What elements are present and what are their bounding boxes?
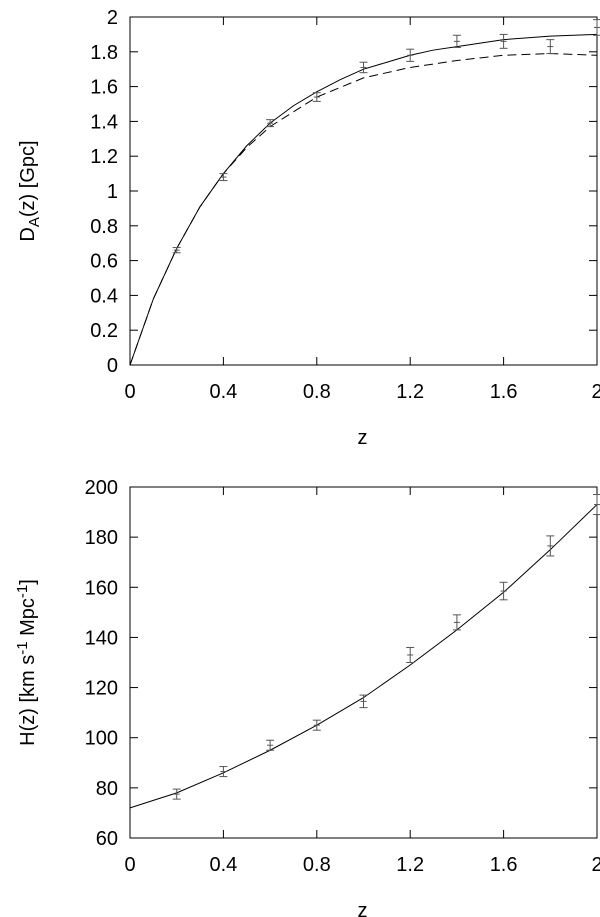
x-tick-label: 0 [124, 381, 135, 403]
data-point [172, 788, 181, 800]
y-tick-label: 60 [96, 828, 118, 850]
y-axis-label-part: Mpc [17, 598, 39, 641]
data-point [266, 119, 275, 128]
y-tick-label: 200 [85, 477, 118, 499]
data-point [593, 494, 600, 516]
model-curve [129, 504, 598, 809]
y-tick-label: 1.2 [90, 146, 118, 168]
y-tick-label: 0 [107, 355, 118, 377]
data-point [312, 719, 321, 731]
x-axis-label: z [358, 427, 368, 449]
y-tick-label: 1.6 [90, 77, 118, 99]
y-tick-label: 1.4 [90, 111, 118, 133]
x-tick-label: 1.6 [490, 381, 518, 403]
x-tick-label: 0.4 [209, 854, 237, 876]
data-point [219, 766, 228, 778]
y-tick-label: 140 [85, 627, 118, 649]
x-tick-label: 0.4 [209, 381, 237, 403]
x-tick-label: 1.2 [396, 381, 424, 403]
data-point [219, 173, 228, 182]
y-axis-label-part: (z) [Gpc] [17, 140, 39, 217]
data-point [359, 61, 368, 74]
x-tick-label: 0.8 [303, 381, 331, 403]
data-point [499, 581, 508, 601]
y-tick-label: 0.8 [90, 216, 118, 238]
data-point [406, 48, 415, 62]
y-tick-label: 0.6 [90, 251, 118, 273]
y-axis-label-part: A [26, 217, 43, 227]
x-tick-label: 0 [124, 854, 135, 876]
data-point [452, 34, 461, 48]
x-tick-label: 1.2 [396, 854, 424, 876]
data-point [172, 247, 181, 254]
x-tick-label: 0.8 [303, 854, 331, 876]
model-curve [129, 33, 598, 366]
y-tick-label: 2 [107, 7, 118, 29]
data-point [266, 739, 275, 751]
data-point [546, 535, 555, 557]
dashed-curve [129, 53, 598, 366]
y-tick-label: 0.2 [90, 320, 118, 342]
y-axis-label-part: -1 [14, 641, 31, 654]
data-point [406, 646, 415, 663]
y-tick-label: 120 [85, 678, 118, 700]
y-axis-label-part: H(z) [km s [17, 655, 39, 746]
x-axis-label: z [358, 900, 368, 917]
y-tick-label: 100 [85, 728, 118, 750]
y-axis-label: H(z) [km s-1 Mpc-1] [14, 579, 39, 746]
data-point [312, 92, 321, 102]
y-tick-label: 180 [85, 527, 118, 549]
y-axis-label-part: D [17, 227, 39, 241]
y-tick-label: 1.8 [90, 42, 118, 64]
plot-frame [129, 486, 598, 839]
x-tick-label: 1.6 [490, 854, 518, 876]
x-tick-label: 2 [591, 381, 600, 403]
x-tick-label: 2 [591, 854, 600, 876]
data-point [593, 19, 600, 36]
data-point [359, 694, 368, 709]
y-tick-label: 0.4 [90, 285, 118, 307]
y-tick-label: 160 [85, 577, 118, 599]
y-axis-label: DA(z) [Gpc] [17, 140, 43, 241]
y-tick-label: 80 [96, 778, 118, 800]
data-point [546, 39, 555, 55]
data-point [499, 33, 508, 49]
y-tick-label: 1 [107, 181, 118, 203]
data-point [452, 614, 461, 631]
y-axis-label-part: -1 [14, 585, 31, 598]
y-axis-label-part: ] [17, 579, 39, 585]
